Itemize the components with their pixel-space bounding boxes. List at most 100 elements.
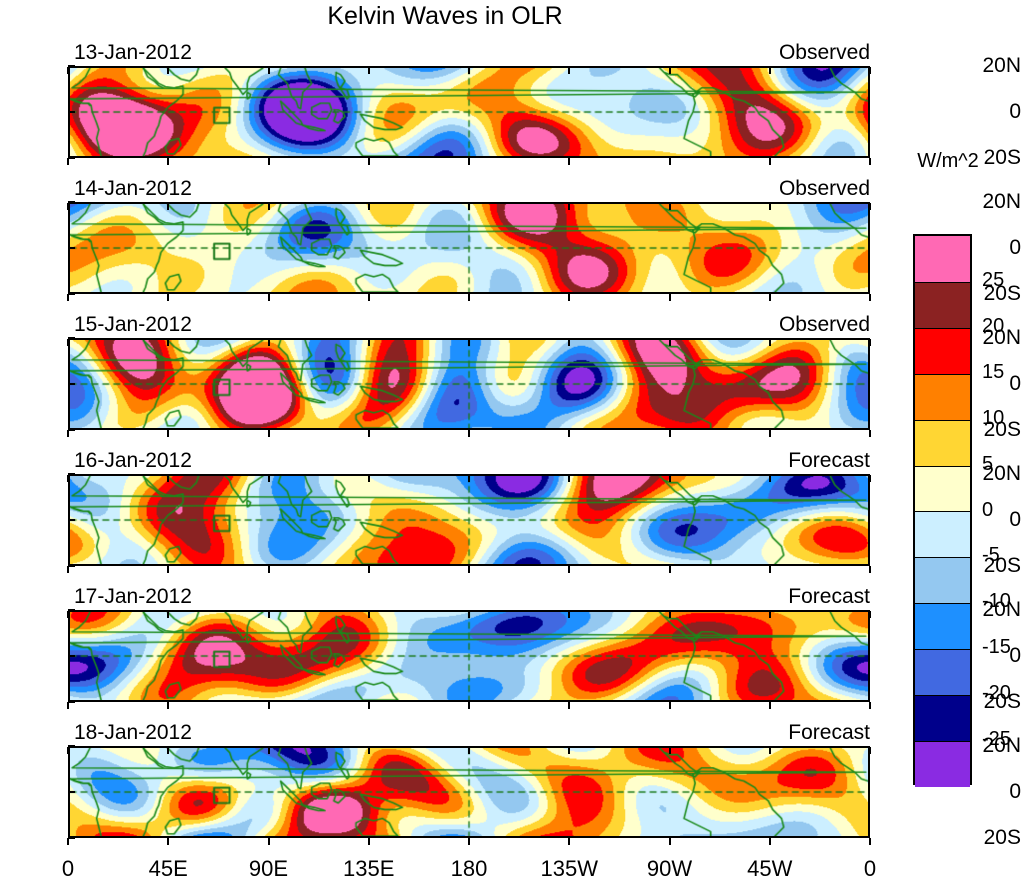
colorbar-tick-label: 5 — [982, 452, 994, 475]
y-axis-tick-mark — [68, 337, 75, 339]
colorbar-tick-label: 20 — [982, 314, 1005, 337]
panel-date-label: 14-Jan-2012 — [74, 177, 192, 200]
y-axis-tick-label: 20S — [983, 826, 1021, 849]
colorbar-tick-label: -5 — [982, 544, 1000, 567]
y-axis-tick-label: 20S — [983, 146, 1021, 169]
colorbar-band — [915, 557, 970, 604]
map-panel[interactable] — [68, 746, 870, 838]
x-axis-tick-mark — [568, 566, 571, 573]
x-axis-tick-mark — [167, 430, 170, 437]
x-axis-tick-mark — [768, 702, 771, 709]
panel-status-label: Observed — [778, 313, 870, 336]
x-axis-tick-mark — [167, 294, 170, 301]
x-axis-tick-mark — [267, 158, 270, 165]
y-axis-tick-label: 0 — [1009, 780, 1021, 803]
y-axis-tick-label: 20N — [982, 598, 1021, 621]
colorbar-band — [915, 373, 970, 420]
x-axis-tick-mark — [768, 158, 771, 165]
x-axis-tick-mark — [668, 566, 671, 573]
colorbar-tick-label: -25 — [982, 728, 1011, 751]
y-axis-tick-mark — [68, 473, 75, 475]
panel-status-label: Observed — [778, 177, 870, 200]
olr-contour-field — [70, 476, 868, 564]
y-axis-tick-label: 20S — [983, 690, 1021, 713]
colorbar-band — [915, 649, 970, 696]
x-axis-tick-mark — [67, 430, 69, 437]
y-axis-tick-mark — [68, 701, 75, 703]
x-axis-tick-mark — [367, 430, 370, 437]
map-panel[interactable] — [68, 474, 870, 566]
x-axis-tick-mark — [869, 430, 871, 437]
x-axis-tick-mark — [768, 566, 771, 573]
x-axis-tick-mark — [267, 702, 270, 709]
x-axis-tick-mark — [869, 838, 871, 845]
x-axis-tick-mark — [167, 702, 170, 709]
olr-contour-field — [70, 748, 868, 836]
x-axis-tick-mark — [869, 566, 871, 573]
y-axis-tick-mark — [68, 201, 75, 203]
colorbar-band — [915, 695, 970, 741]
map-panel[interactable] — [68, 610, 870, 702]
colorbar-band — [915, 740, 970, 787]
y-axis-tick-mark — [68, 293, 75, 295]
y-axis-tick-mark — [68, 111, 75, 113]
x-axis-tick-label: 45E — [148, 856, 188, 881]
x-axis-tick-mark — [869, 702, 871, 709]
y-axis-tick-label: 0 — [1009, 644, 1021, 667]
x-axis-tick-label: 45W — [747, 856, 793, 881]
y-axis-tick-mark — [68, 565, 75, 567]
x-axis-tick-mark — [67, 838, 69, 845]
colorbar-tick-label: 15 — [982, 360, 1005, 383]
map-panel[interactable] — [68, 338, 870, 430]
y-axis-tick-label: 0 — [1009, 236, 1021, 259]
x-axis-tick-mark — [468, 158, 470, 165]
x-axis-tick-mark — [568, 430, 571, 437]
x-axis-tick-mark — [367, 158, 370, 165]
x-axis-tick-mark — [768, 838, 771, 845]
y-axis-tick-mark — [68, 791, 75, 793]
x-axis-tick-mark — [167, 158, 170, 165]
x-axis-tick-mark — [568, 294, 571, 301]
olr-contour-field — [70, 68, 868, 156]
colorbar[interactable] — [913, 234, 972, 787]
x-axis-tick-mark — [568, 838, 571, 845]
olr-contour-field — [70, 612, 868, 700]
x-axis-tick-mark — [67, 158, 69, 165]
x-axis-tick-mark — [668, 702, 671, 709]
colorbar-band — [915, 465, 970, 512]
x-axis-tick-mark — [468, 566, 470, 573]
x-axis-tick-label: 135E — [343, 856, 395, 881]
x-axis-tick-mark — [367, 838, 370, 845]
x-axis-tick-label: 0 — [61, 856, 75, 881]
colorbar-band — [915, 419, 970, 466]
x-axis-tick-mark — [367, 294, 370, 301]
colorbar-tick-label: 25 — [982, 268, 1005, 291]
x-axis-tick-label: 135W — [540, 856, 598, 881]
x-axis-tick-mark — [668, 430, 671, 437]
y-axis-tick-label: 20S — [983, 554, 1021, 577]
x-axis-tick-mark — [869, 294, 871, 301]
colorbar-units-label: W/m^2 — [917, 150, 979, 172]
colorbar-band — [915, 327, 970, 374]
x-axis-tick-mark — [468, 294, 470, 301]
panel-status-label: Observed — [778, 41, 870, 64]
x-axis-tick-mark — [167, 838, 170, 845]
x-axis-tick-mark — [468, 702, 470, 709]
y-axis-tick-mark — [68, 745, 75, 747]
x-axis-tick-label: 180 — [450, 856, 488, 881]
x-axis-tick-mark — [67, 702, 69, 709]
colorbar-tick-label: -20 — [982, 682, 1011, 705]
y-axis-tick-mark — [68, 429, 75, 431]
y-axis-tick-label: 20N — [982, 462, 1021, 485]
panel-date-label: 15-Jan-2012 — [74, 313, 192, 336]
map-panel[interactable] — [68, 66, 870, 158]
y-axis-tick-mark — [68, 247, 75, 249]
x-axis-tick-mark — [869, 158, 871, 165]
page-title: Kelvin Waves in OLR — [327, 2, 563, 30]
panel-date-label: 13-Jan-2012 — [74, 41, 192, 64]
map-panel[interactable] — [68, 202, 870, 294]
panel-status-label: Forecast — [788, 721, 870, 744]
y-axis-tick-mark — [68, 655, 75, 657]
y-axis-tick-label: 0 — [1009, 508, 1021, 531]
x-axis-tick-mark — [267, 430, 270, 437]
